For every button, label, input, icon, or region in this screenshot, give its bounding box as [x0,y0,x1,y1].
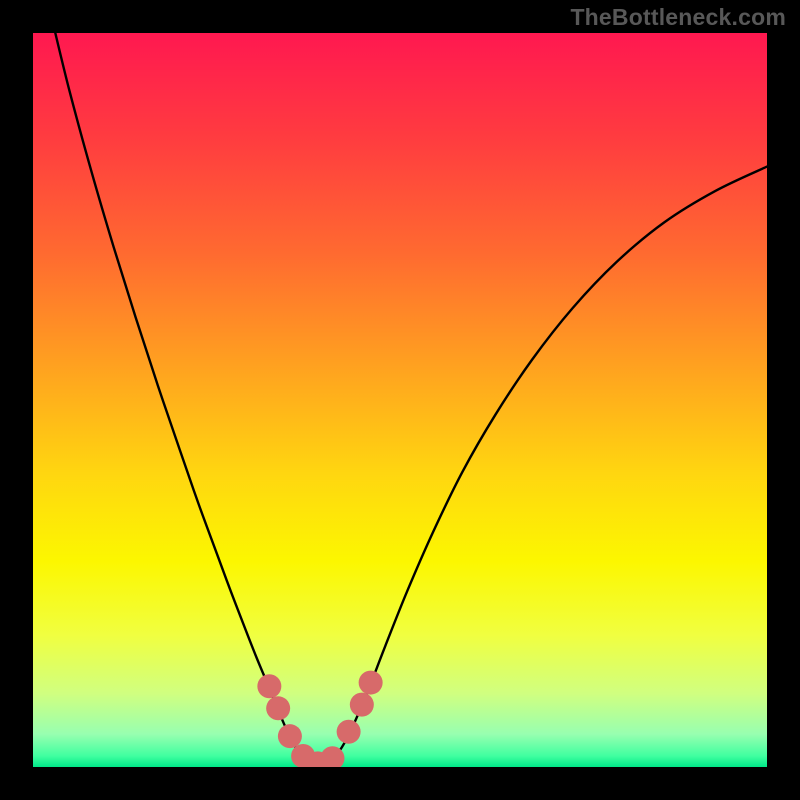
chart-frame: TheBottleneck.com [0,0,800,800]
highlight-marker [278,724,302,748]
curve-layer [33,33,767,767]
watermark-text: TheBottleneck.com [570,4,786,31]
bottleneck-curve [54,33,767,766]
highlight-marker [337,720,361,744]
highlight-marker [350,693,374,717]
plot-area [33,33,767,767]
highlight-marker [359,671,383,695]
highlight-marker [266,696,290,720]
highlight-marker [257,674,281,698]
